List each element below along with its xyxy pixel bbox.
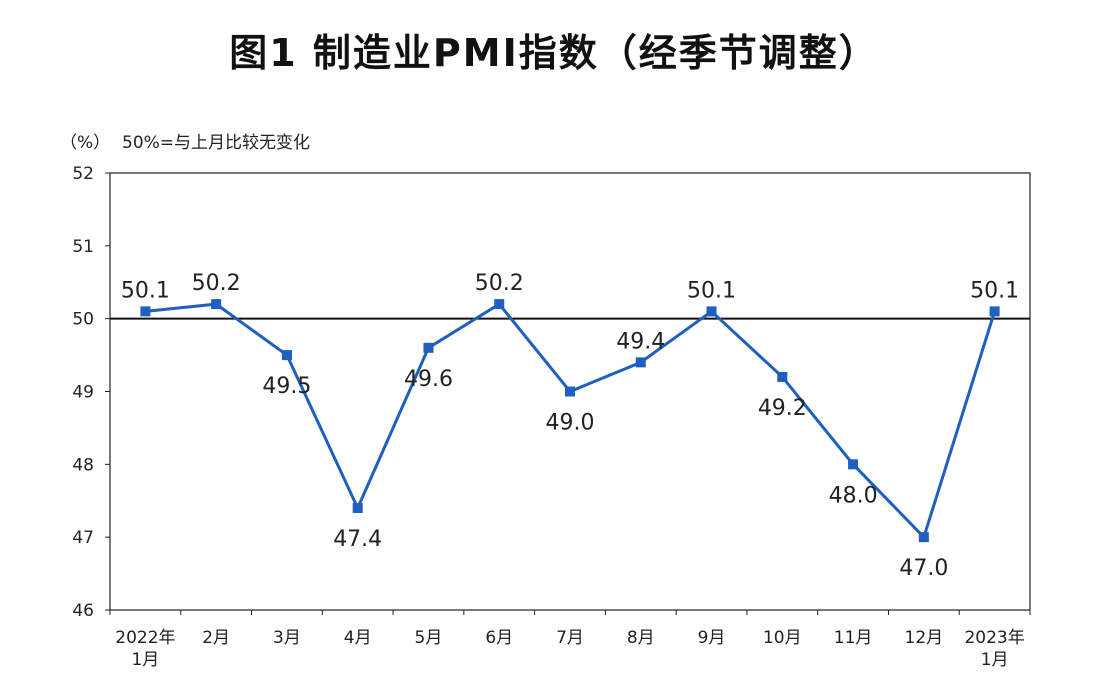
x-tick-label: 11月 bbox=[834, 628, 873, 648]
x-tick-label: 4月 bbox=[344, 628, 372, 648]
x-tick-label: 3月 bbox=[273, 628, 301, 648]
data-point bbox=[635, 357, 646, 368]
y-tick-label: 48 bbox=[72, 455, 94, 475]
x-tick-label: 8月 bbox=[627, 628, 655, 648]
y-tick-label: 50 bbox=[72, 310, 94, 330]
data-point bbox=[211, 299, 222, 310]
x-tick-label: 7月 bbox=[556, 628, 584, 648]
x-tick-label: 1月 bbox=[981, 650, 1009, 670]
x-tick-label: 9月 bbox=[698, 628, 726, 648]
x-tick-label: 1月 bbox=[131, 650, 159, 670]
data-point bbox=[494, 299, 505, 310]
data-label: 50.1 bbox=[687, 278, 736, 303]
data-label: 49.0 bbox=[546, 411, 595, 436]
reference-note: 50%=与上月比较无变化 bbox=[122, 133, 311, 153]
data-label: 47.4 bbox=[333, 527, 382, 552]
data-label: 50.2 bbox=[475, 271, 524, 296]
chart-title: 图1 制造业PMI指数（经季节调整） bbox=[229, 31, 879, 75]
y-tick-label: 52 bbox=[72, 164, 94, 184]
data-point bbox=[281, 350, 292, 361]
data-label: 49.2 bbox=[758, 396, 807, 421]
data-point bbox=[565, 386, 575, 397]
y-unit-label: （%） bbox=[60, 133, 111, 153]
x-tick-label: 2022年 bbox=[115, 628, 175, 648]
data-label: 50.2 bbox=[192, 271, 241, 296]
data-label: 48.0 bbox=[829, 483, 878, 508]
y-tick-label: 47 bbox=[72, 528, 94, 548]
x-tick-label: 6月 bbox=[485, 628, 513, 648]
x-tick-label: 2023年 bbox=[964, 628, 1024, 648]
data-point bbox=[918, 532, 929, 543]
data-label: 50.1 bbox=[121, 278, 170, 303]
y-tick-label: 51 bbox=[72, 237, 94, 257]
x-tick-label: 2月 bbox=[202, 628, 230, 648]
y-tick-label: 46 bbox=[72, 601, 94, 621]
y-tick-label: 49 bbox=[72, 383, 94, 403]
data-point bbox=[777, 371, 788, 382]
data-point bbox=[423, 342, 434, 353]
data-point bbox=[140, 306, 151, 317]
x-tick-label: 10月 bbox=[763, 628, 802, 648]
data-label: 50.1 bbox=[970, 278, 1019, 303]
x-tick-label: 5月 bbox=[415, 628, 443, 648]
data-point bbox=[706, 306, 717, 317]
data-point bbox=[989, 306, 1000, 317]
x-tick-label: 12月 bbox=[905, 628, 944, 648]
data-label: 47.0 bbox=[899, 556, 948, 581]
data-label: 49.4 bbox=[616, 329, 665, 354]
data-point bbox=[352, 503, 363, 514]
data-point bbox=[848, 459, 859, 470]
data-label: 49.5 bbox=[262, 374, 311, 399]
data-label: 49.6 bbox=[404, 367, 453, 392]
